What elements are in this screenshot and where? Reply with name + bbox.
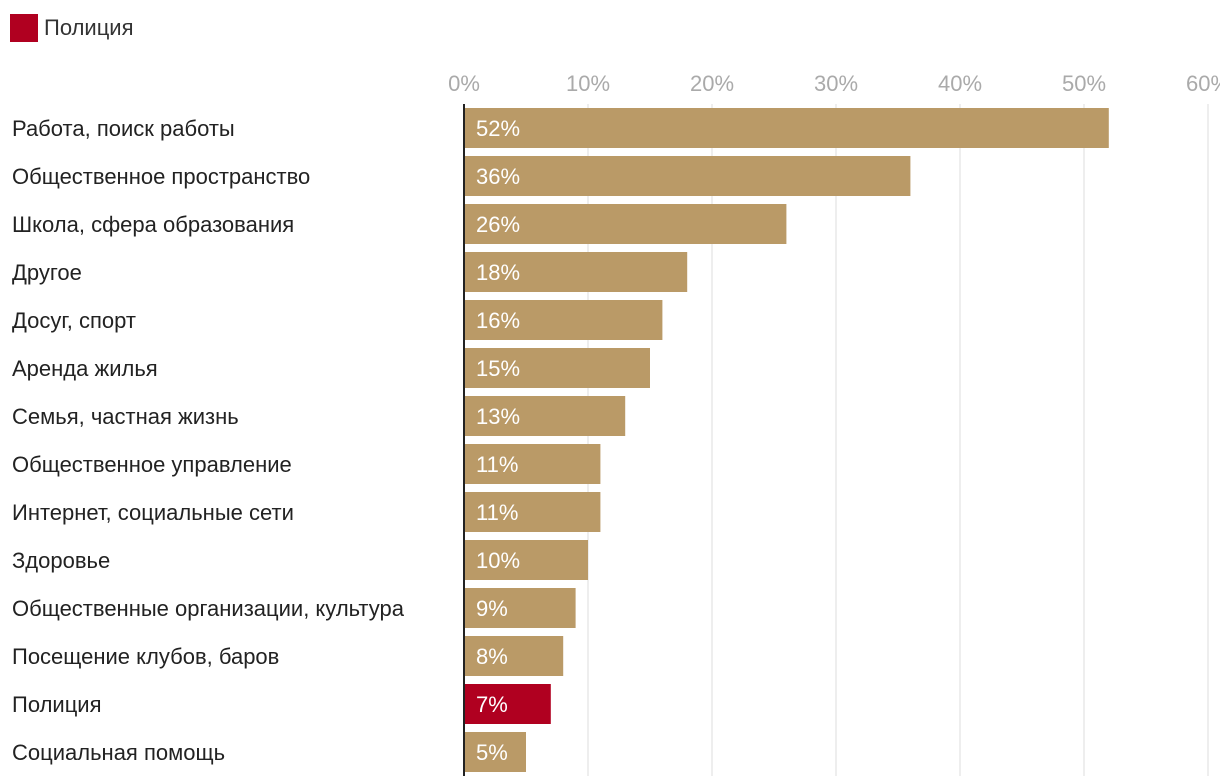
value-label: 52%	[476, 116, 520, 141]
bar	[464, 156, 911, 196]
legend-label-police: Полиция	[44, 15, 134, 40]
x-tick-label: 10%	[566, 71, 610, 96]
value-label: 10%	[476, 548, 520, 573]
category-labels: Работа, поиск работы Общественное простра…	[12, 116, 405, 765]
bars	[464, 108, 1109, 772]
bar	[464, 108, 1109, 148]
value-label: 11%	[476, 500, 518, 525]
bar	[464, 540, 588, 580]
category-label: Социальная помощь	[12, 740, 225, 765]
bar	[464, 396, 626, 436]
bar	[464, 348, 650, 388]
category-label: Общественные организации, культура	[12, 596, 405, 621]
value-label: 13%	[476, 404, 520, 429]
bar	[464, 252, 688, 292]
category-label: Здоровье	[12, 548, 110, 573]
x-tick-label: 60%	[1186, 71, 1220, 96]
x-tick-label: 50%	[1062, 71, 1106, 96]
category-label: Аренда жилья	[12, 356, 158, 381]
value-label: 16%	[476, 308, 520, 333]
category-label: Школа, сфера образования	[12, 212, 294, 237]
bar	[464, 492, 601, 532]
value-label: 7%	[476, 692, 508, 717]
bar	[464, 732, 526, 772]
bar	[464, 684, 551, 724]
legend: Полиция	[10, 14, 134, 42]
value-label: 8%	[476, 644, 508, 669]
value-labels: 52% 36% 26% 18% 16% 15% 13% 11% 11% 10% 9% 8% 7% 5%	[476, 116, 520, 765]
category-label: Другое	[12, 260, 82, 285]
value-label: 15%	[476, 356, 520, 381]
category-label: Общественное пространство	[12, 164, 310, 189]
x-tick-label: 20%	[690, 71, 734, 96]
value-label: 11%	[476, 452, 518, 477]
bar	[464, 636, 564, 676]
x-axis-tick-labels: 0% 10% 20% 30% 40% 50% 60%	[448, 71, 1220, 96]
bar	[464, 204, 787, 244]
value-label: 18%	[476, 260, 520, 285]
value-label: 36%	[476, 164, 520, 189]
value-label: 9%	[476, 596, 508, 621]
category-label: Интернет, социальные сети	[12, 500, 294, 525]
bar	[464, 300, 663, 340]
x-tick-label: 40%	[938, 71, 982, 96]
category-label: Общественное управление	[12, 452, 292, 477]
category-label: Работа, поиск работы	[12, 116, 235, 141]
category-label: Посещение клубов, баров	[12, 644, 279, 669]
bar	[464, 444, 601, 484]
legend-swatch-police	[10, 14, 38, 42]
value-label: 5%	[476, 740, 508, 765]
category-label: Досуг, спорт	[12, 308, 136, 333]
x-tick-label: 0%	[448, 71, 480, 96]
category-label: Семья, частная жизнь	[12, 404, 239, 429]
x-tick-label: 30%	[814, 71, 858, 96]
value-label: 26%	[476, 212, 520, 237]
bar	[464, 588, 576, 628]
category-label: Полиция	[12, 692, 102, 717]
